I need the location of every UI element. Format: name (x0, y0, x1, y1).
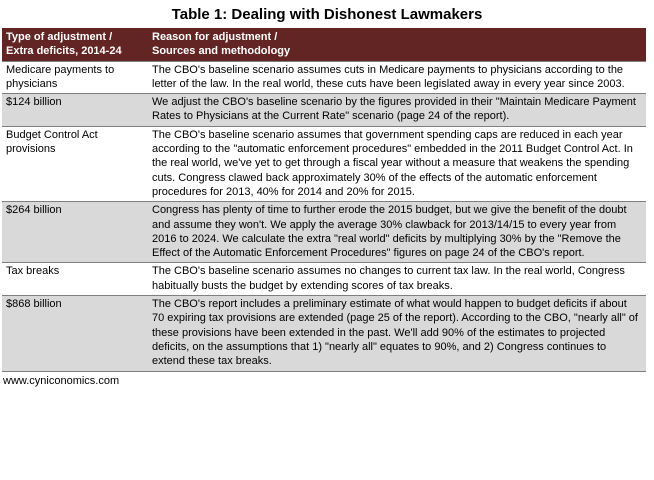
table-row: $264 billion Congress has plenty of time … (2, 201, 646, 263)
table-row: $868 billion The CBO's report includes a … (2, 295, 646, 372)
table-cell: $124 billion (2, 93, 148, 127)
table-title: Table 1: Dealing with Dishonest Lawmaker… (171, 6, 483, 23)
table-row: Medicare payments to physicians The CBO's… (2, 60, 646, 94)
table-row: Tax breaks The CBO's baseline scenario as… (2, 262, 646, 296)
table-row: $124 billion We adjust the CBO's baseline… (2, 93, 646, 127)
header-row: Type of adjustment / Extra deficits, 2014… (2, 28, 646, 62)
table-cell: Budget Control Act provisions (2, 125, 148, 202)
header-line: Extra deficits, 2014-24 (6, 45, 122, 58)
table-cell: We adjust the CBO's baseline scenario by… (148, 93, 646, 127)
header-line: Type of adjustment / (6, 31, 113, 43)
page: {"header": {"title": "Table 1: Dealing w… (0, 6, 654, 480)
table-cell: Congress has plenty of time to further e… (148, 201, 646, 263)
table-cell: Medicare payments to physicians (2, 60, 148, 94)
table-row: Budget Control Act provisions The CBO's b… (2, 125, 646, 202)
table-cell: $264 billion (2, 201, 148, 263)
table-cell: The CBO's baseline scenario assumes that… (148, 125, 646, 202)
table-cell: $868 billion (2, 295, 148, 372)
column-header: Reason for adjustment / Sources and metho… (148, 28, 646, 62)
table-cell: The CBO's baseline scenario assumes no c… (148, 262, 646, 296)
header-line: Sources and methodology (152, 45, 291, 58)
source: www.cyniconomics.com (3, 374, 120, 387)
table: Type of adjustment / Extra deficits, 2014… (2, 28, 646, 372)
header-line: Reason for adjustment / (152, 31, 278, 43)
table-cell: The CBO's report includes a preliminary … (148, 295, 646, 372)
column-header: Type of adjustment / Extra deficits, 2014… (2, 28, 148, 62)
table-cell: The CBO's baseline scenario assumes cuts… (148, 60, 646, 94)
table-cell: Tax breaks (2, 262, 148, 296)
